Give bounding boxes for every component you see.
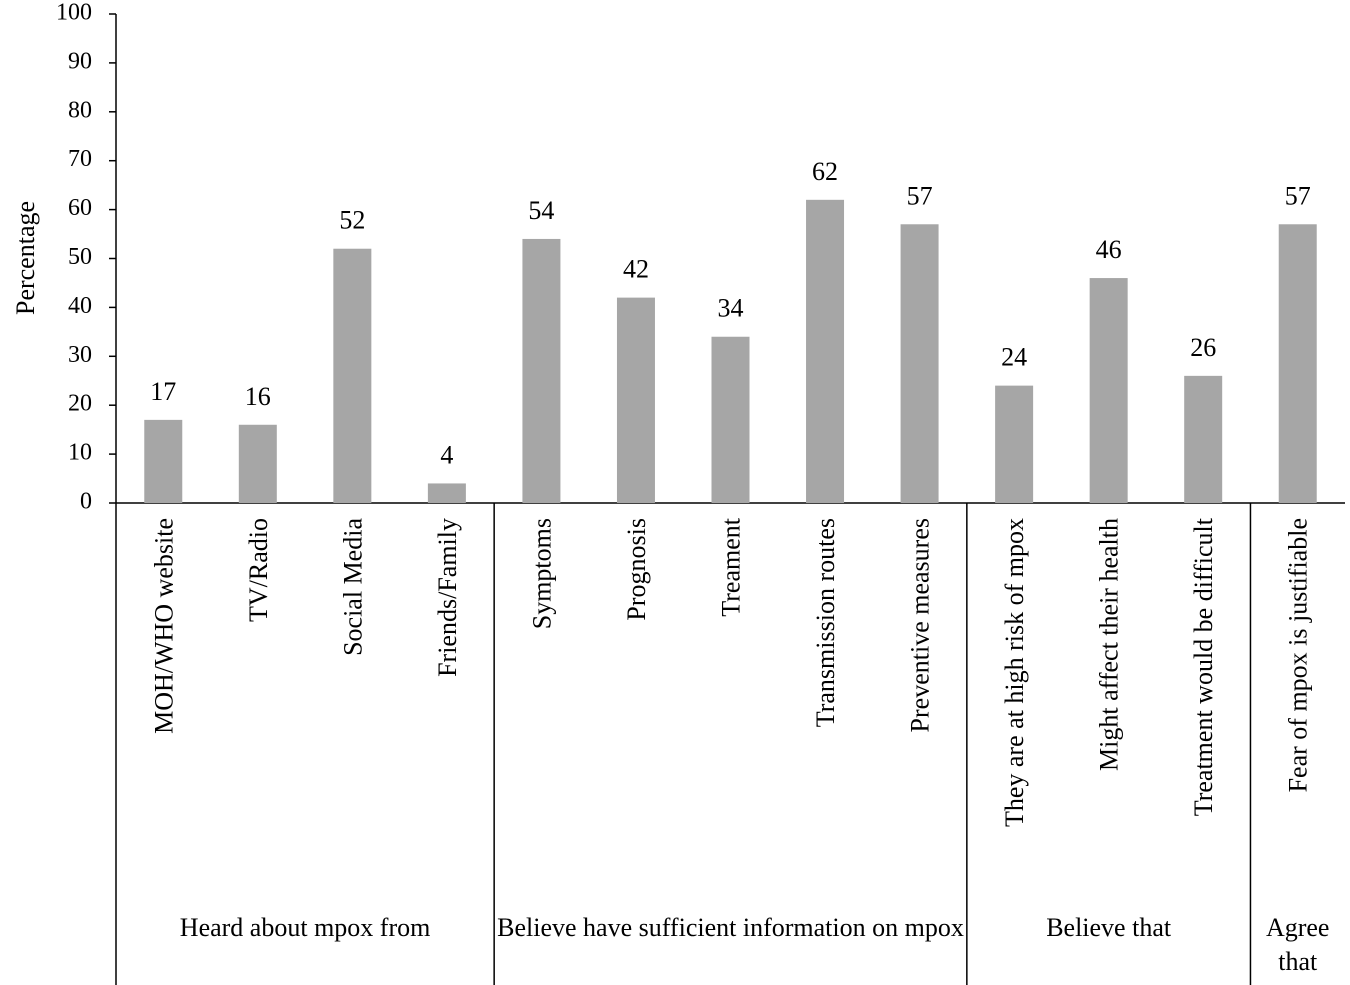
y-tick-label: 50 (68, 244, 92, 270)
value-label: 34 (718, 294, 744, 323)
y-tick-label: 30 (68, 342, 92, 368)
group-label-box: Agree that (1265, 913, 1330, 976)
x-tick-label: Transmission routes (811, 518, 840, 727)
x-tick-label: They are at high risk of mpox (1000, 518, 1029, 827)
value-label: 17 (150, 377, 176, 406)
x-tick-label: Fear of mpox is justifiable (1284, 518, 1313, 792)
y-tick-label: 100 (56, 0, 92, 26)
value-label: 62 (812, 157, 838, 186)
y-tick-label: 20 (68, 391, 92, 417)
y-tick-label: 60 (68, 195, 92, 221)
group-label-box: Heard about mpox from (179, 913, 431, 942)
bar (522, 238, 561, 503)
bar (711, 336, 750, 503)
group-label: Believe have sufficient information on m… (497, 913, 964, 942)
x-tick-label: Might affect their health (1095, 518, 1124, 771)
group-label: Heard about mpox from (179, 913, 431, 942)
x-tick-label: Prognosis (622, 518, 651, 621)
bar (900, 224, 939, 503)
value-label: 46 (1096, 235, 1122, 264)
y-tick-label: 40 (68, 293, 92, 319)
value-label: 42 (623, 255, 649, 284)
group-label: Agree that (1265, 913, 1330, 976)
bar (1278, 224, 1317, 503)
bar (806, 199, 845, 503)
x-tick-label: Treament (717, 517, 746, 616)
y-tick-label: 0 (80, 489, 92, 515)
value-label: 52 (339, 206, 365, 235)
group-label: Believe that (1046, 913, 1172, 942)
bar (333, 248, 372, 503)
bar (144, 419, 183, 503)
group-label-box: Believe that (1046, 913, 1172, 942)
y-tick-label: 90 (68, 48, 92, 74)
x-tick-label: MOH/WHO website (149, 518, 178, 734)
x-tick-label: Treatment would be difficult (1189, 517, 1218, 816)
y-axis-label: Percentage (11, 201, 40, 315)
value-label: 4 (440, 440, 453, 469)
x-tick-label: TV/Radio (244, 518, 273, 622)
bar (1184, 375, 1223, 503)
value-label: 57 (1285, 181, 1311, 210)
value-label: 54 (528, 196, 554, 225)
bar (995, 385, 1034, 503)
y-tick-label: 10 (68, 440, 92, 466)
bar (1089, 278, 1128, 503)
group-label-box: Believe have sufficient information on m… (497, 913, 964, 942)
value-label: 57 (907, 181, 933, 210)
x-tick-label: Symptoms (527, 518, 556, 629)
y-tick-label: 80 (68, 97, 92, 123)
x-tick-label: Friends/Family (433, 518, 462, 677)
value-label: 26 (1190, 333, 1216, 362)
x-tick-label: Social Media (338, 518, 367, 656)
y-tick-label: 70 (68, 146, 92, 172)
x-tick-label: Preventive measures (906, 518, 935, 732)
value-label: 16 (245, 382, 271, 411)
bar (616, 297, 655, 503)
bar (238, 424, 277, 503)
bar (427, 483, 466, 503)
value-label: 24 (1001, 343, 1027, 372)
